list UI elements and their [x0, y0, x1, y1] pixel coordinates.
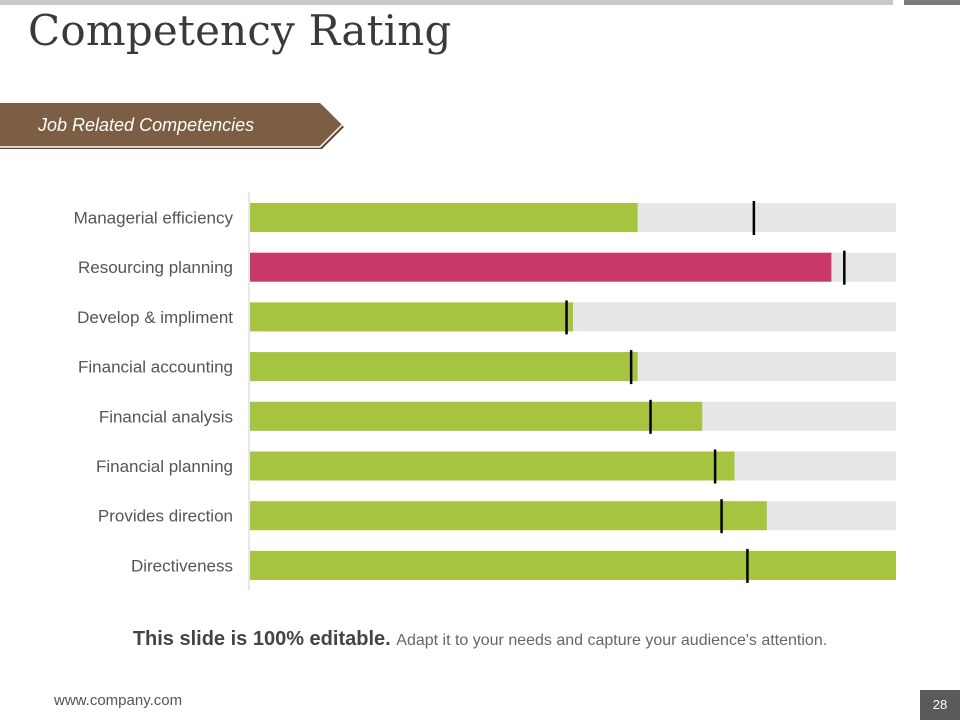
rating-bar	[250, 550, 896, 580]
category-label: Develop & impliment	[77, 308, 233, 327]
footnote-bold: This slide is 100% editable.	[132, 628, 391, 650]
top-rule-left	[0, 0, 893, 5]
footnote-rest: Adapt it to your needs and capture your …	[396, 632, 828, 649]
category-label: Resourcing planning	[78, 258, 233, 277]
footnote: This slide is 100% editable. Adapt it to…	[0, 628, 960, 651]
category-label: Financial accounting	[78, 358, 233, 377]
page-number: 28	[920, 690, 960, 720]
section-ribbon	[0, 103, 344, 149]
rating-bar	[250, 352, 638, 382]
rating-bar	[250, 302, 573, 332]
rating-bar	[250, 401, 703, 431]
top-rule-right	[904, 0, 960, 5]
slide-title: Competency Rating	[28, 6, 452, 55]
category-label: Provides direction	[98, 507, 233, 526]
category-label: Directiveness	[131, 556, 233, 575]
category-label: Financial planning	[96, 457, 233, 476]
competency-bullet-chart: Managerial efficiency Resourcing planning…	[74, 192, 896, 590]
category-label: Financial analysis	[99, 407, 233, 426]
section-ribbon-label: Job Related Competencies	[38, 115, 255, 135]
rating-bar	[250, 451, 735, 481]
website-url: www.company.com	[54, 692, 183, 709]
rating-bar	[250, 252, 832, 282]
rating-bar	[250, 501, 767, 531]
category-label: Managerial efficiency	[74, 209, 234, 228]
rating-bar	[250, 203, 638, 232]
